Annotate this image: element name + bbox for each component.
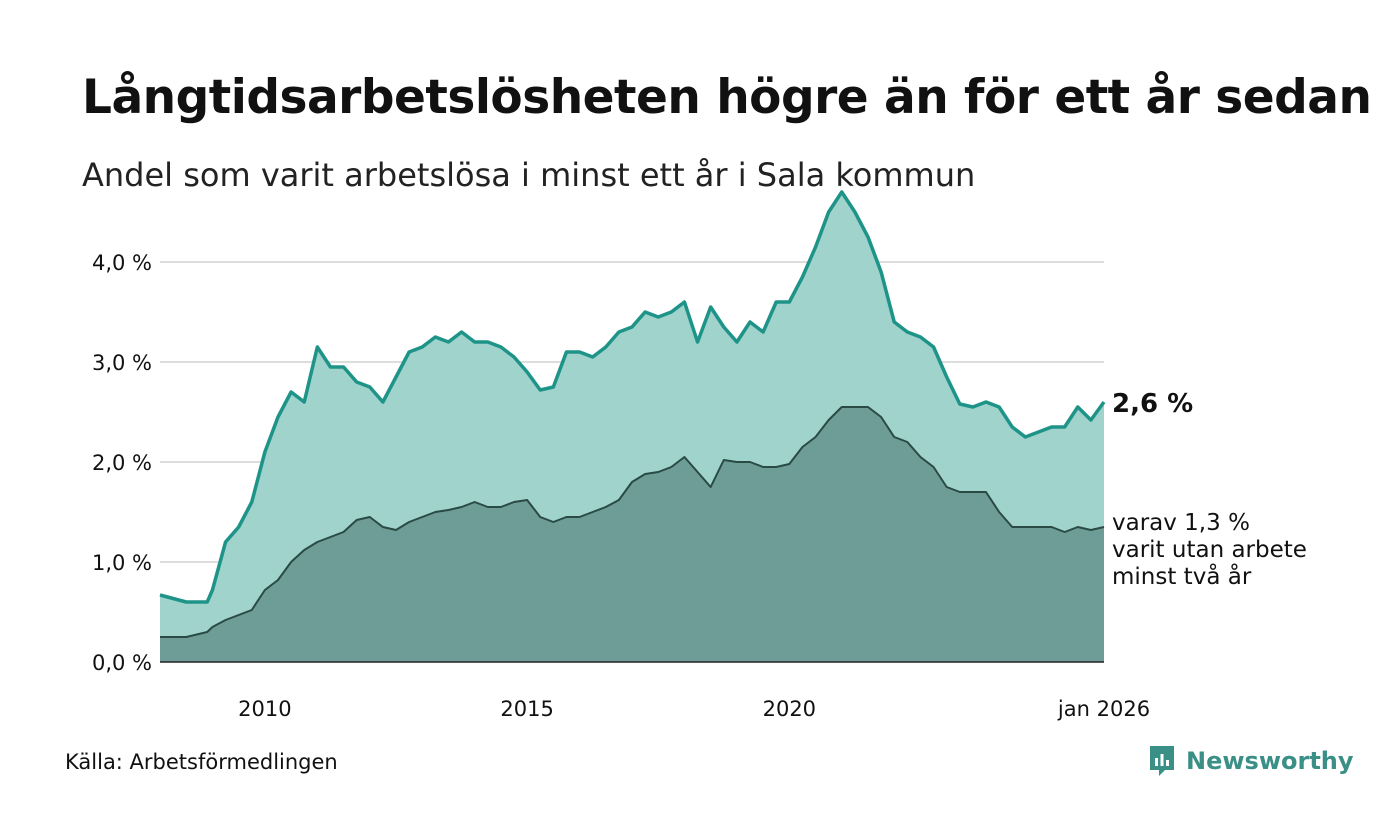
end-label-total: 2,6 % [1112, 389, 1193, 419]
x-tick-label: 2010 [238, 697, 291, 721]
source-note: Källa: Arbetsförmedlingen [65, 750, 338, 774]
end-label-two-year-line: varav 1,3 % [1112, 510, 1250, 536]
x-tick-label: 2020 [763, 697, 816, 721]
y-tick-label: 4,0 % [92, 251, 152, 275]
y-tick-label: 0,0 % [92, 651, 152, 675]
newsworthy-logo-icon [1150, 746, 1174, 776]
x-tick-label: jan 2026 [1057, 697, 1150, 721]
y-tick-label: 2,0 % [92, 451, 152, 475]
chart-title: Långtidsarbetslösheten högre än för ett … [82, 70, 1372, 125]
line-two-year [160, 406, 1105, 638]
area-two-year [160, 407, 1104, 662]
y-tick-label: 1,0 % [92, 551, 152, 575]
newsworthy-logo-text: Newsworthy [1186, 747, 1354, 775]
newsworthy-logo: Newsworthy [1148, 744, 1354, 778]
chart-subtitle: Andel som varit arbetslösa i minst ett å… [82, 156, 976, 194]
x-tick-label: 2015 [500, 697, 553, 721]
end-label-two-year-line: minst två år [1112, 562, 1252, 590]
y-tick-label: 3,0 % [92, 351, 152, 375]
end-label-two-year-line: varit utan arbete [1112, 537, 1307, 563]
line-total-long-term [159, 190, 1106, 604]
